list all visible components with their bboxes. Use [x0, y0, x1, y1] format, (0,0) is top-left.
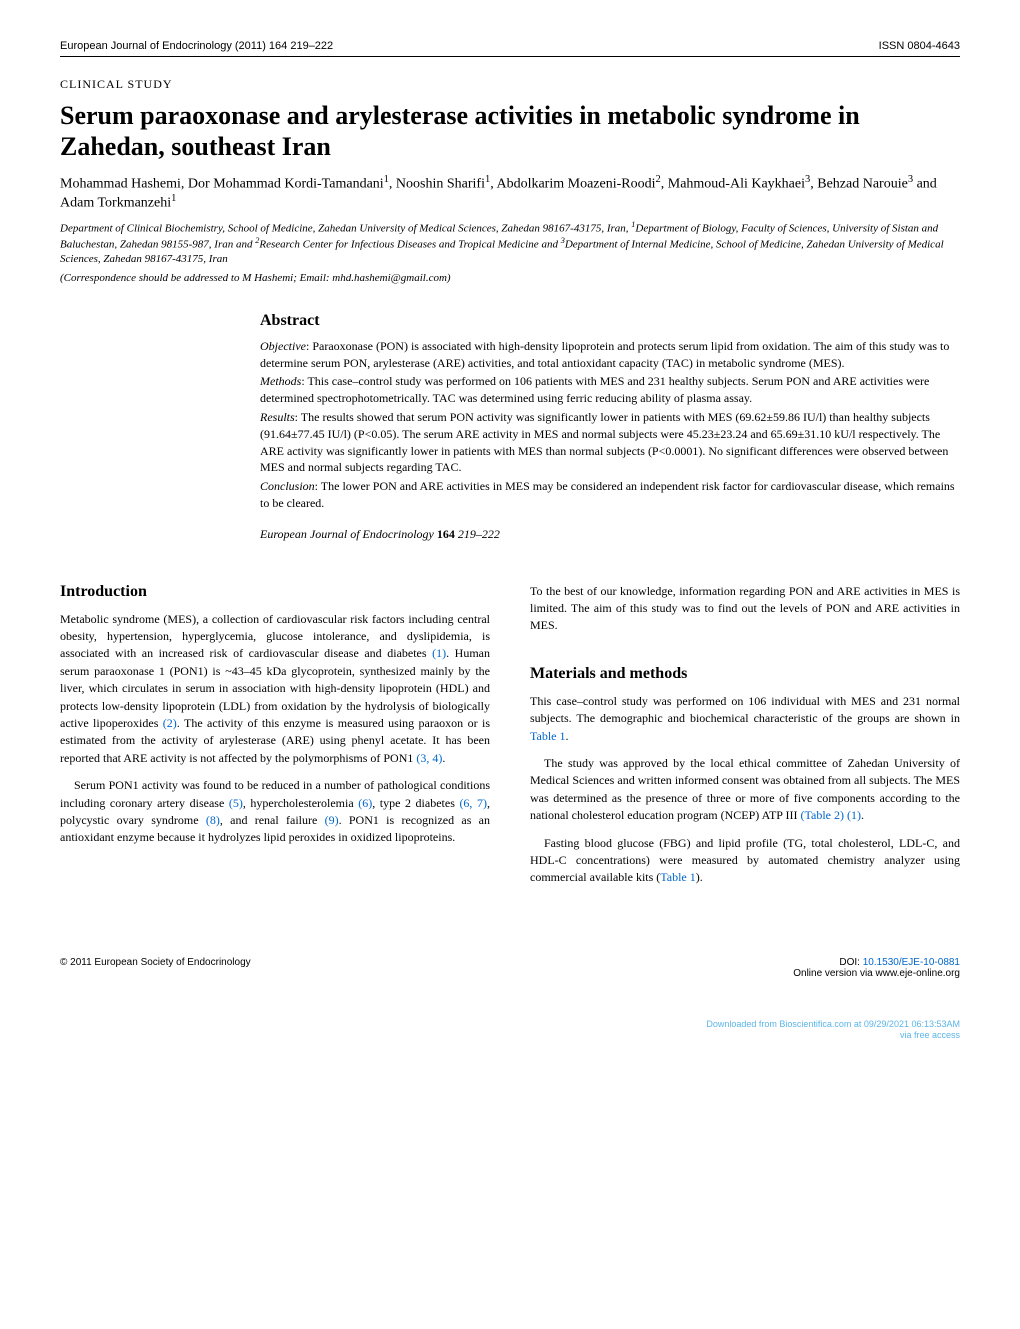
materials-p1: This case–control study was performed on… — [530, 693, 960, 745]
correspondence: (Correspondence should be addressed to M… — [60, 272, 960, 284]
citation-volume: 164 — [437, 527, 455, 541]
methods-label: Methods — [260, 374, 301, 388]
materials-p2: The study was approved by the local ethi… — [530, 755, 960, 825]
conclusion-text: : The lower PON and ARE activities in ME… — [260, 479, 955, 510]
materials-text: This case–control study was performed on… — [530, 693, 960, 887]
methods-text: : This case–control study was performed … — [260, 374, 929, 405]
right-intro-text: To the best of our knowledge, informatio… — [530, 583, 960, 635]
intro-p2: Serum PON1 activity was found to be redu… — [60, 777, 490, 847]
header-bar: European Journal of Endocrinology (2011)… — [60, 40, 960, 57]
download-line1: Downloaded from Bioscientifica.com at 09… — [60, 1019, 960, 1031]
introduction-text: Metabolic syndrome (MES), a collection o… — [60, 611, 490, 847]
right-column: To the best of our knowledge, informatio… — [530, 583, 960, 897]
results-label: Results — [260, 410, 295, 424]
download-note: Downloaded from Bioscientifica.com at 09… — [60, 1019, 960, 1042]
journal-info: European Journal of Endocrinology (2011)… — [60, 40, 333, 52]
introduction-heading: Introduction — [60, 583, 490, 601]
online-version: Online version via www.eje-online.org — [793, 968, 960, 979]
footer-right: DOI: 10.1530/EJE-10-0881 Online version … — [793, 957, 960, 979]
abstract-heading: Abstract — [260, 312, 960, 330]
abstract-citation: European Journal of Endocrinology 164 21… — [260, 526, 960, 543]
two-column-body: Introduction Metabolic syndrome (MES), a… — [60, 583, 960, 897]
conclusion-label: Conclusion — [260, 479, 315, 493]
citation-pages: 219–222 — [458, 527, 500, 541]
download-line2: via free access — [60, 1030, 960, 1042]
objective-text: : Paraoxonase (PON) is associated with h… — [260, 339, 949, 370]
affiliations: Department of Clinical Biochemistry, Sch… — [60, 220, 960, 266]
footer: © 2011 European Society of Endocrinology… — [60, 957, 960, 979]
left-column: Introduction Metabolic syndrome (MES), a… — [60, 583, 490, 897]
results-text: : The results showed that serum PON acti… — [260, 410, 948, 474]
section-label: CLINICAL STUDY — [60, 77, 960, 92]
citation-journal: European Journal of Endocrinology — [260, 527, 434, 541]
abstract-text: Objective: Paraoxonase (PON) is associat… — [260, 338, 960, 543]
copyright: © 2011 European Society of Endocrinology — [60, 957, 251, 979]
intro-p1: Metabolic syndrome (MES), a collection o… — [60, 611, 490, 768]
issn: ISSN 0804-4643 — [879, 40, 960, 52]
doi-label: DOI: — [839, 957, 862, 968]
authors: Mohammad Hashemi, Dor Mohammad Kordi-Tam… — [60, 174, 960, 211]
abstract-block: Abstract Objective: Paraoxonase (PON) is… — [260, 312, 960, 543]
materials-p3: Fasting blood glucose (FBG) and lipid pr… — [530, 835, 960, 887]
right-p1: To the best of our knowledge, informatio… — [530, 583, 960, 635]
materials-heading: Materials and methods — [530, 665, 960, 683]
doi-link[interactable]: 10.1530/EJE-10-0881 — [863, 957, 960, 968]
objective-label: Objective — [260, 339, 306, 353]
article-title: Serum paraoxonase and arylesterase activ… — [60, 100, 960, 162]
